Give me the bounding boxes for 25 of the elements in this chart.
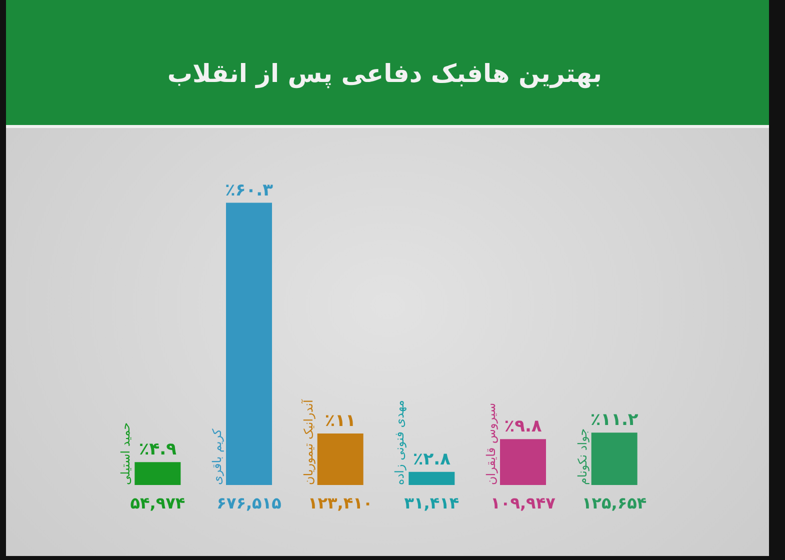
chart-title: بهترین هافبک دفاعی پس از انقلاب [167, 59, 602, 89]
bar [500, 439, 546, 485]
text: ۱۲۵,۶۵۴ [582, 494, 647, 512]
data-label: ٪۱۱ [324, 411, 356, 432]
bar [317, 434, 364, 485]
data-label: ٪۹.۸ [504, 416, 542, 437]
x-tick-label: جواد نکونام [575, 428, 590, 485]
text: ۶۷۶,۵۱۵ [216, 494, 282, 512]
x-tick-label: آندرانیک تیموریان [300, 399, 316, 485]
text: ۳۱,۴۱۴ [404, 494, 460, 512]
bar [591, 432, 638, 485]
text: ۱۲۳,۴۱۰ [308, 494, 373, 512]
data-label: ٪۱۱.۲ [590, 410, 639, 430]
bar [134, 462, 181, 485]
x-tick-label: مهدی فنونی زاده [392, 400, 407, 485]
data-label: ٪۲.۸ [412, 449, 452, 470]
text: ۵۴,۹۷۴ [130, 494, 186, 512]
bar [408, 472, 455, 485]
x-tick-label: حمید استیلی [118, 422, 133, 485]
text: ۱۰۹,۹۴۷ [490, 494, 556, 512]
bar [226, 202, 272, 485]
x-tick-label: سیروس قایقران [484, 402, 498, 485]
x-tick-label: کریم باقری [210, 428, 224, 485]
data-label: ٪۶۰.۳ [225, 180, 274, 200]
data-label: ٪۴.۹ [138, 440, 178, 460]
